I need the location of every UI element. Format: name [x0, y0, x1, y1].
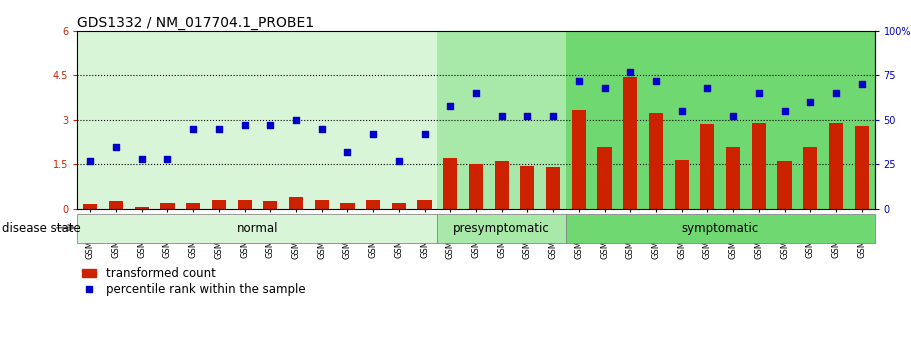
Point [289, 117, 303, 122]
Text: GDS1332 / NM_017704.1_PROBE1: GDS1332 / NM_017704.1_PROBE1 [77, 16, 314, 30]
Bar [289, 197, 303, 209]
Bar [314, 200, 329, 209]
Point [726, 114, 741, 119]
Bar [649, 114, 663, 209]
Point [160, 156, 175, 162]
Bar [83, 204, 97, 209]
Point [186, 126, 200, 131]
Point [674, 108, 689, 114]
Bar [392, 204, 406, 209]
Bar [109, 201, 123, 209]
Point [417, 131, 432, 137]
Point [649, 78, 663, 83]
Point [546, 114, 560, 119]
Text: presymptomatic: presymptomatic [454, 222, 550, 235]
Bar [437, 214, 566, 243]
Bar [675, 160, 689, 209]
Bar [726, 147, 741, 209]
Point [443, 103, 457, 108]
Point [83, 158, 97, 164]
Bar [77, 214, 437, 243]
Bar [238, 200, 251, 209]
Bar [135, 207, 148, 209]
Point [495, 114, 509, 119]
Point [340, 149, 354, 155]
Point [829, 90, 844, 96]
Bar [417, 200, 432, 209]
Point [366, 131, 381, 137]
Bar [829, 123, 843, 209]
Bar [160, 204, 175, 209]
Bar [623, 77, 638, 209]
Bar [566, 214, 875, 243]
Point [571, 78, 586, 83]
Bar [804, 147, 817, 209]
Point [237, 122, 251, 128]
Bar [263, 201, 277, 209]
Point [314, 126, 329, 131]
Bar [598, 147, 611, 209]
Text: normal: normal [237, 222, 278, 235]
Point [598, 85, 612, 91]
Point [623, 69, 638, 75]
Bar [437, 31, 566, 209]
Point [108, 144, 123, 149]
Point [135, 156, 149, 162]
Point [392, 158, 406, 164]
Text: disease state: disease state [2, 222, 80, 235]
Bar [546, 167, 560, 209]
Bar [469, 164, 483, 209]
Legend: transformed count, percentile rank within the sample: transformed count, percentile rank withi… [77, 262, 310, 301]
Point [520, 114, 535, 119]
Bar [366, 200, 380, 209]
Bar [777, 161, 792, 209]
Bar [211, 200, 226, 209]
Text: symptomatic: symptomatic [681, 222, 759, 235]
Point [777, 108, 792, 114]
Point [263, 122, 278, 128]
Point [752, 90, 766, 96]
Bar [701, 124, 714, 209]
Bar [341, 204, 354, 209]
Bar [572, 109, 586, 209]
Point [211, 126, 226, 131]
Bar [495, 161, 508, 209]
Bar [77, 31, 437, 209]
Point [469, 90, 484, 96]
Bar [520, 166, 535, 209]
Bar [855, 126, 869, 209]
Bar [186, 203, 200, 209]
Point [701, 85, 715, 91]
Point [855, 82, 869, 87]
Bar [444, 158, 457, 209]
Bar [566, 31, 875, 209]
Bar [752, 123, 766, 209]
Point [803, 99, 817, 105]
